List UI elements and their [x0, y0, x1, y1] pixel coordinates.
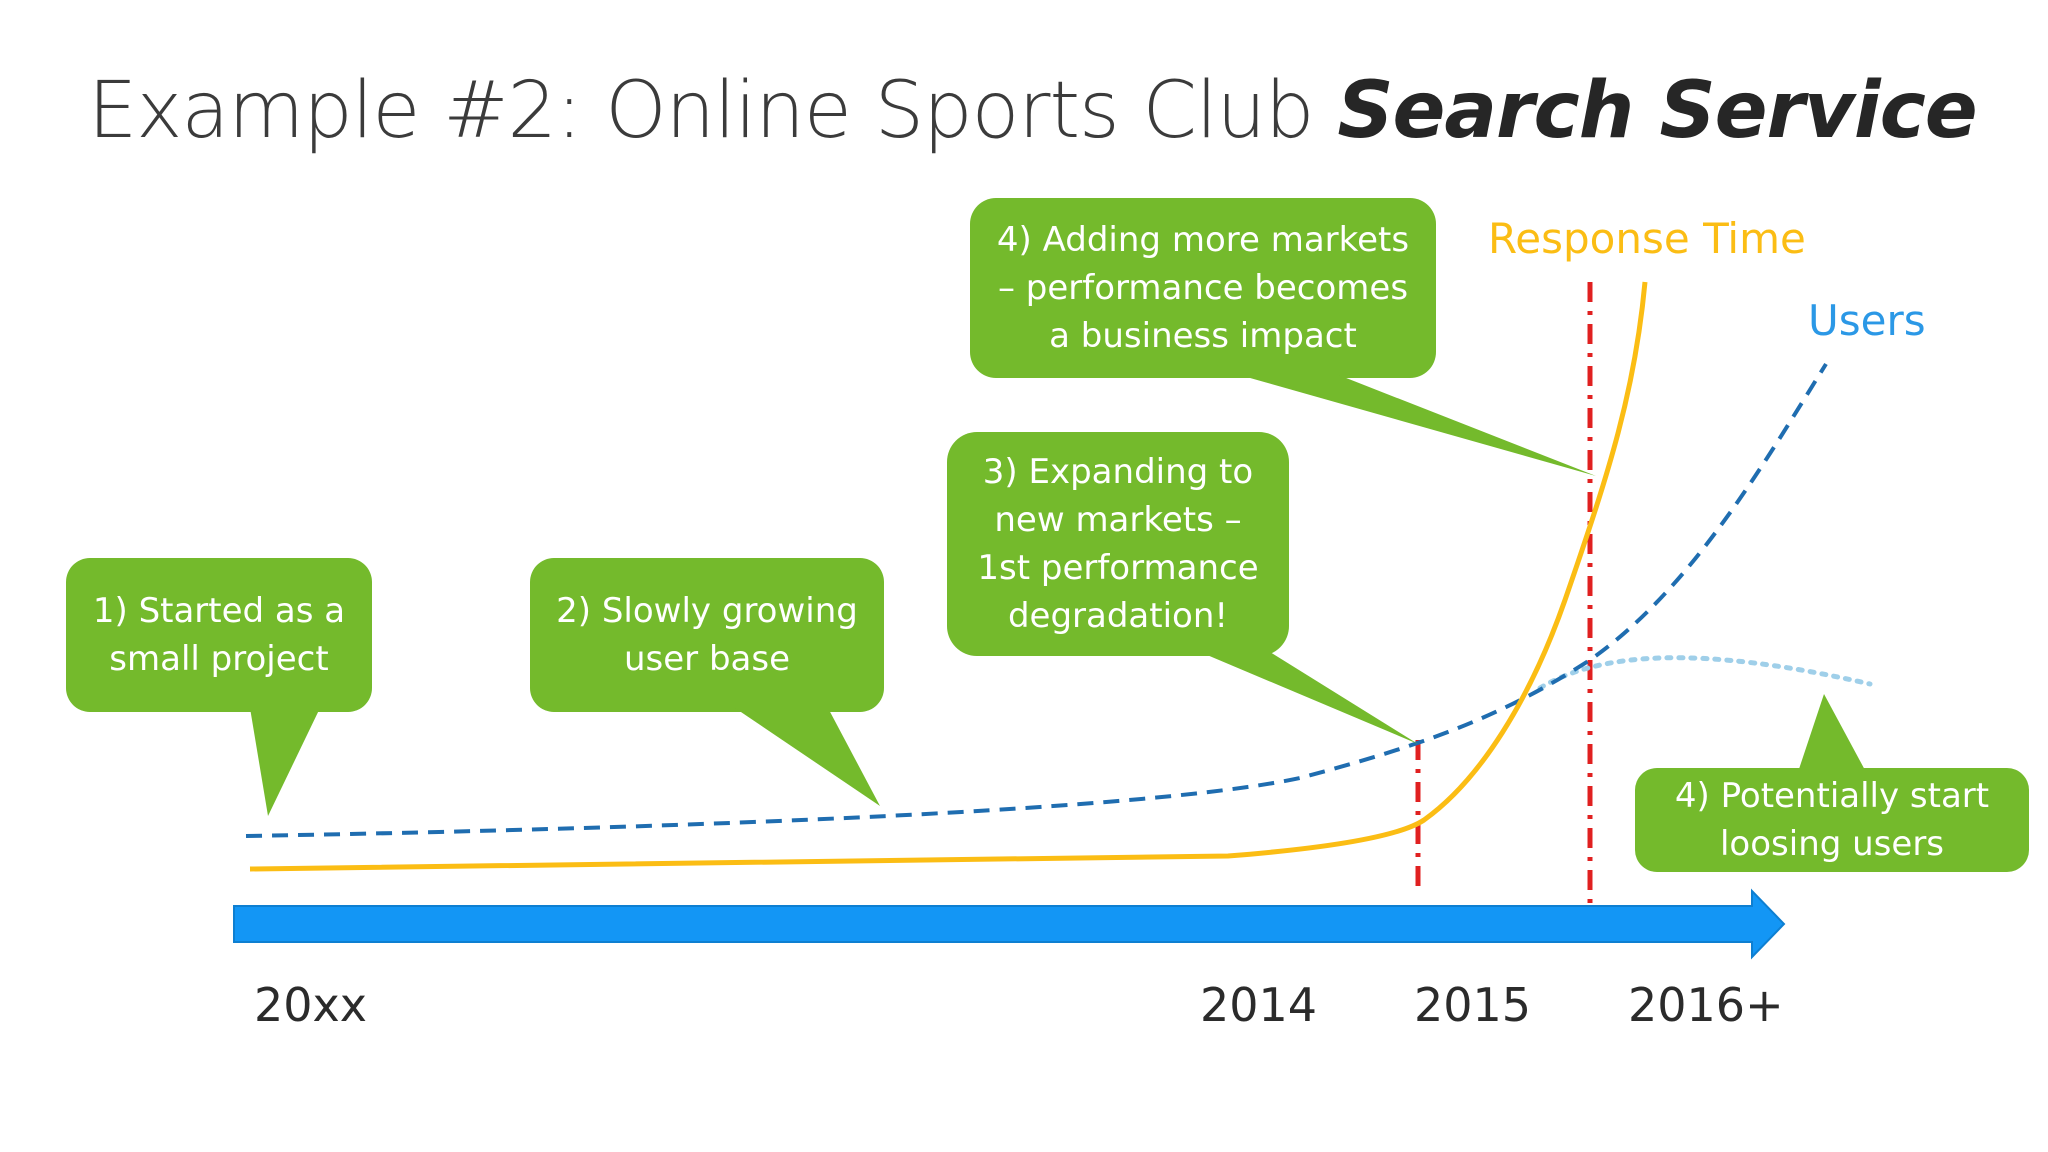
page-title: Example #2: Online Sports Club Search Se… — [88, 66, 1978, 156]
legend-users: Users — [1808, 296, 1926, 345]
callout-3-shape — [947, 432, 1418, 744]
response-time-line — [249, 281, 1648, 872]
callout-1-text: 1) Started as a small project — [92, 591, 346, 679]
users-line — [245, 362, 1828, 838]
title-emphasis: Search Service — [1337, 66, 1977, 156]
timeline-arrow — [233, 888, 1786, 960]
timeline-label-2014: 2014 — [1200, 978, 1318, 1032]
callout-3-text: 3) Expanding to new markets – 1st perfor… — [977, 452, 1259, 636]
users-projection-line — [1537, 655, 1873, 691]
callout-1-shape — [66, 558, 372, 816]
callout-4-shape — [970, 198, 1596, 476]
title-prefix: Example #2: Online Sports Club — [88, 66, 1338, 156]
callout-5-shape — [1635, 694, 2029, 872]
callout-2-shape — [530, 558, 884, 806]
callout-4-text: 4) Adding more markets – performance bec… — [996, 220, 1410, 356]
timeline-label-2015: 2015 — [1414, 978, 1532, 1032]
callout-2-text: 2) Slowly growing user base — [556, 591, 858, 679]
timeline-label-2016: 2016+ — [1628, 978, 1784, 1032]
legend-response-time: Response Time — [1488, 214, 1806, 263]
timeline-label-20xx: 20xx — [254, 978, 367, 1032]
callout-5-text: 4) Potentially start loosing users — [1674, 776, 1990, 864]
